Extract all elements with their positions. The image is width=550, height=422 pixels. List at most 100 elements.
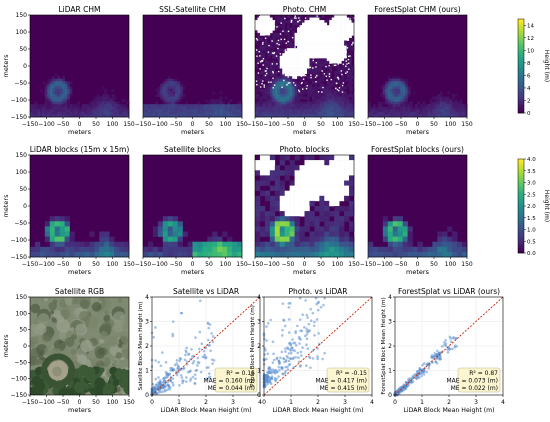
heatmap-cell [297, 37, 300, 41]
heatmap-cell [321, 83, 325, 87]
heatmap-cell [84, 251, 90, 258]
heatmap-cell [321, 101, 325, 105]
heatmap-cell [294, 58, 298, 62]
heatmap-cell [334, 216, 340, 222]
colorbar-label: Height (m) [543, 190, 550, 222]
heatmap-cell [314, 104, 318, 108]
panel-xtick-label: 50 [317, 261, 325, 268]
heatmap-cell [227, 101, 230, 105]
heatmap-cell [302, 48, 305, 51]
heatmap-cell [274, 96, 278, 100]
heatmap-cell [287, 78, 290, 82]
heatmap-cell [392, 226, 398, 232]
heatmap-cell [387, 251, 394, 258]
colorbar-band [518, 182, 524, 186]
x-axis-label: meters [406, 128, 430, 136]
heatmap-cell [400, 111, 403, 115]
x-axis-label: meters [181, 128, 205, 136]
heatmap-cell [262, 71, 266, 74]
heatmap-cell [344, 101, 347, 105]
heatmap-cell [257, 37, 261, 41]
heatmap-cell [449, 101, 453, 105]
heatmap-cell [197, 106, 201, 110]
heatmap-cell [349, 58, 352, 62]
heatmap-cell [59, 236, 65, 242]
heatmap-cell [106, 101, 110, 105]
heatmap-cell [143, 251, 149, 258]
heatmap-cell [155, 109, 159, 113]
heatmap-cell [79, 114, 83, 118]
heatmap-cell [412, 106, 416, 110]
heatmap-cell [329, 48, 333, 51]
speckle [312, 46, 315, 49]
y-axis-label: Satellite Block Mean Height (m) [138, 302, 144, 391]
heatmap-cell [49, 231, 56, 237]
heatmap-cell [274, 246, 281, 253]
heatmap-cell [311, 17, 315, 21]
heatmap-cell [52, 111, 56, 115]
heatmap-cell [314, 25, 318, 29]
heatmap-cell [299, 63, 303, 67]
heatmap-cell [407, 94, 411, 97]
heatmap-cell [202, 109, 206, 113]
heatmap-cell [274, 109, 278, 113]
heatmap-cell [397, 246, 403, 253]
heatmap-cell [106, 111, 110, 115]
heatmap-cell [229, 106, 233, 110]
heatmap-cell [207, 251, 213, 258]
heatmap-cell [432, 246, 438, 253]
heatmap-cell [101, 109, 105, 113]
heatmap-cell [47, 81, 51, 85]
heatmap-cell [99, 106, 103, 110]
rgb-texture [30, 303, 41, 314]
scatter-point [153, 386, 157, 390]
heatmap-cell [264, 91, 268, 95]
heatmap-cell [339, 101, 342, 105]
heatmap-cell [57, 109, 60, 113]
heatmap-cell [209, 109, 213, 113]
speckle [325, 65, 327, 68]
heatmap-cell [405, 78, 408, 82]
rgb-texture [70, 327, 75, 332]
heatmap-cell [109, 246, 115, 253]
heatmap-cell [326, 43, 330, 46]
heatmap-cell [54, 226, 60, 232]
speckle [299, 42, 301, 45]
heatmap-cell [64, 101, 68, 105]
scatter-point [169, 366, 172, 370]
heatmap-cell [279, 104, 283, 108]
heatmap-cell [329, 68, 333, 72]
heatmap-cell [321, 25, 325, 29]
heatmap-cell [442, 101, 446, 105]
heatmap-cell [326, 86, 330, 90]
scatter-point [289, 357, 293, 361]
heatmap-cell [279, 60, 283, 64]
heatmap-cell [309, 91, 313, 95]
heatmap-cell [167, 246, 173, 253]
heatmap-cell [79, 251, 85, 258]
x-axis-label: meters [293, 128, 317, 136]
heatmap-cell [457, 109, 460, 113]
heatmap-cell [145, 104, 149, 108]
heatmap-cell [314, 58, 318, 62]
heatmap-cell [264, 165, 271, 171]
x-axis-label: meters [406, 268, 430, 276]
heatmap-cell [302, 35, 305, 39]
heatmap-cell [96, 104, 100, 108]
heatmap-cell [232, 111, 235, 115]
scatter-point [298, 342, 301, 345]
heatmap-cell [255, 17, 258, 21]
heatmap-cell [434, 114, 438, 118]
heatmap-cell [264, 195, 271, 202]
heatmap-cell [264, 22, 268, 26]
colorbar-band [518, 56, 524, 60]
panel-blocks-2: Satellite blocks−150 −100 −50 0 50 100 150mete… [135, 145, 248, 276]
heatmap-cell [279, 200, 285, 207]
heatmap-cell [289, 17, 293, 21]
heatmap-cell [257, 94, 261, 97]
heatmap-cell [287, 48, 290, 51]
heatmap-cell [351, 86, 355, 90]
heatmap-cell [377, 104, 381, 108]
heatmap-cell [192, 109, 196, 113]
heatmap-cell [412, 111, 416, 115]
